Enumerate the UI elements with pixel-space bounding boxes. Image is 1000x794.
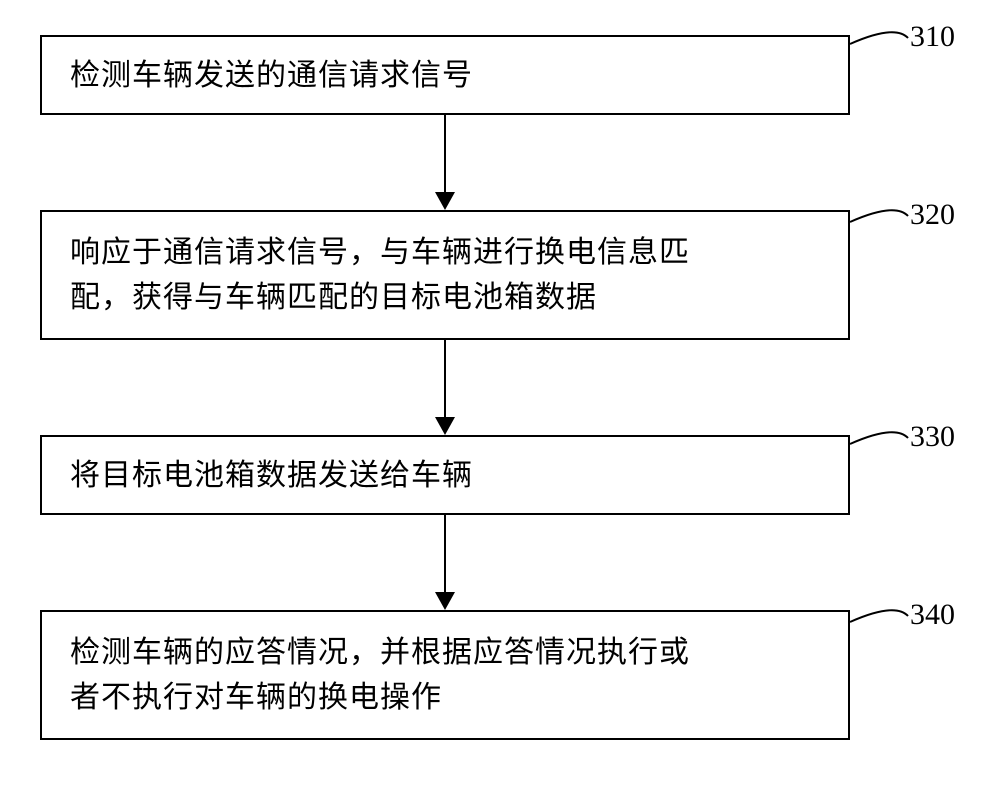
arrow-3-head [435, 592, 455, 610]
arrow-1-head [435, 192, 455, 210]
flowchart-canvas: 检测车辆发送的通信请求信号 310 响应于通信请求信号，与车辆进行换电信息匹 配… [0, 0, 1000, 794]
arrow-3-line [444, 515, 446, 592]
arrow-2-line [444, 340, 446, 417]
arrow-1-line [444, 115, 446, 192]
step-340-leader [0, 0, 1000, 794]
arrow-2-head [435, 417, 455, 435]
